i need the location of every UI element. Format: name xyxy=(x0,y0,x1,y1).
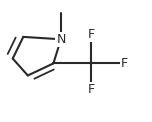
Text: F: F xyxy=(88,83,95,97)
Text: N: N xyxy=(56,33,66,46)
Text: F: F xyxy=(121,57,128,70)
Text: F: F xyxy=(88,28,95,41)
